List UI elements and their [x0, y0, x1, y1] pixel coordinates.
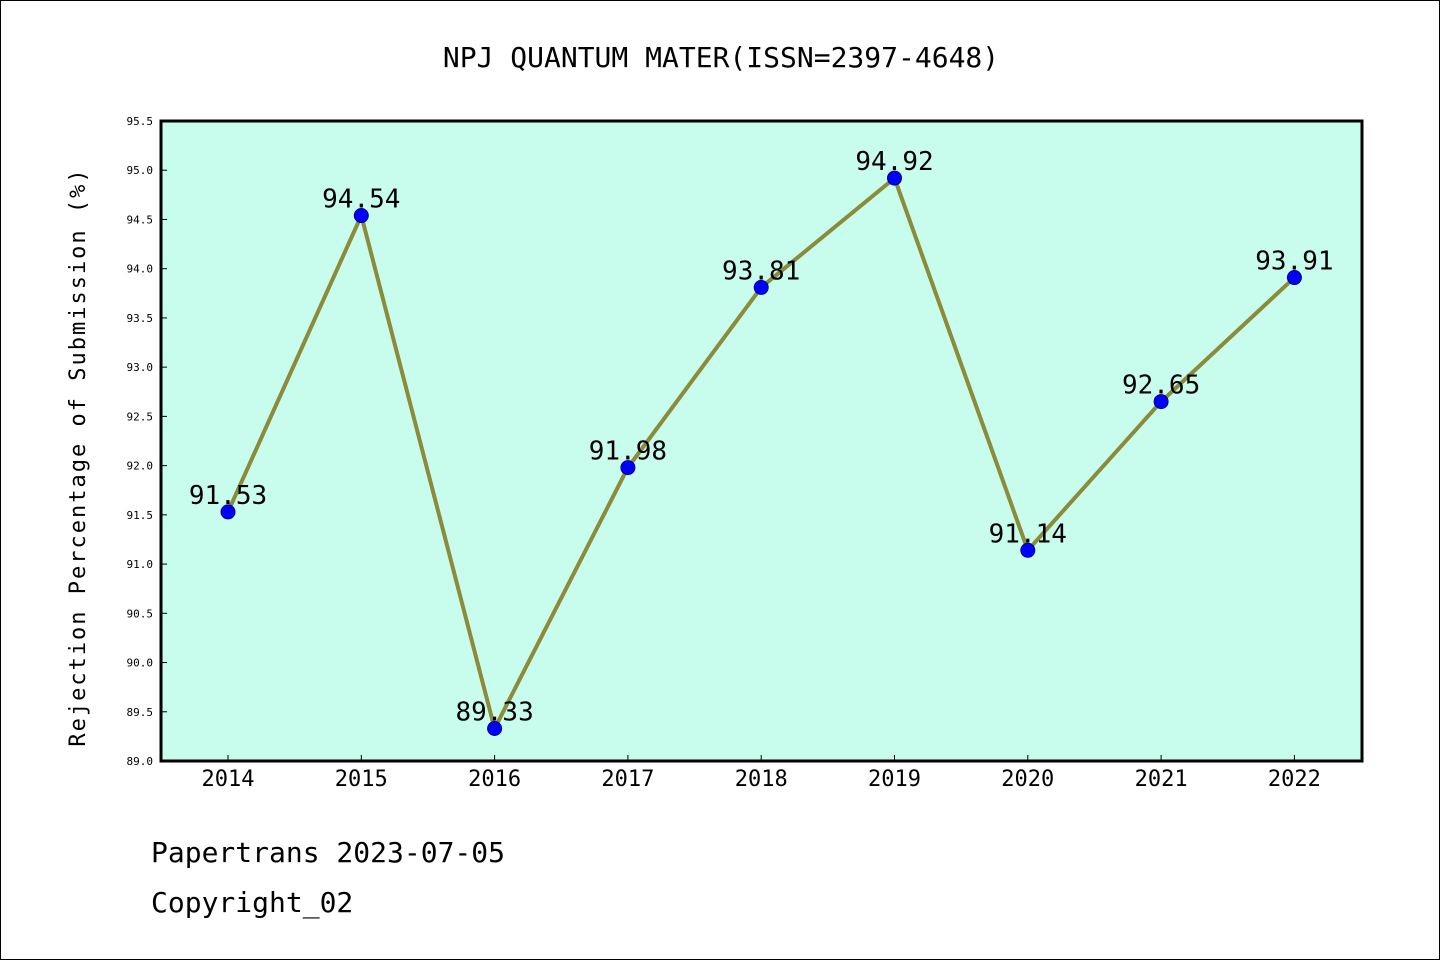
x-axis-ticks: 2014 2015 2016 2017 2018 2019 2020 2021 2022 — [202, 755, 1321, 792]
data-point — [353, 208, 369, 224]
x-tick-label: 2020 — [1001, 767, 1054, 792]
x-tick-label: 2019 — [868, 767, 921, 792]
data-point — [487, 721, 503, 737]
y-tick-label: 92.5 — [127, 410, 154, 423]
series-markers — [220, 170, 1302, 737]
x-tick-label: 2015 — [335, 767, 388, 792]
y-tick-label: 89.0 — [127, 755, 154, 768]
y-tick-label: 93.0 — [127, 361, 154, 374]
x-tick-label: 2022 — [1268, 767, 1321, 792]
data-label: 92.65 — [1122, 371, 1200, 401]
data-point — [1153, 394, 1169, 410]
x-tick-label: 2014 — [202, 767, 255, 792]
data-point — [753, 279, 769, 295]
x-tick-label: 2021 — [1135, 767, 1188, 792]
chart-title: NPJ QUANTUM MATER(ISSN=2397-4648) — [443, 41, 999, 74]
y-axis-ticks: 89.0 89.5 90.0 90.5 91.0 91.5 92.0 92.5 93.0 93.5… — [127, 115, 167, 768]
y-tick-label: 89.5 — [127, 706, 154, 719]
plot-area — [159, 119, 1364, 763]
y-axis-label: Rejection Percentage of Submission (%) — [66, 167, 91, 746]
data-label: 91.14 — [989, 519, 1067, 549]
x-tick-label: 2018 — [735, 767, 788, 792]
data-label: 91.98 — [589, 437, 667, 467]
y-tick-label: 91.0 — [127, 558, 154, 571]
x-tick-label: 2017 — [601, 767, 654, 792]
y-tick-label: 90.5 — [127, 607, 154, 620]
data-label: 91.53 — [189, 481, 267, 511]
y-tick-label: 91.5 — [127, 509, 154, 522]
y-tick-label: 95.5 — [127, 115, 154, 128]
y-tick-label: 90.0 — [127, 657, 154, 670]
data-label: 94.54 — [322, 185, 400, 215]
data-point — [220, 504, 236, 520]
data-labels: 91.53 94.54 89.33 91.98 93.81 94.92 91.14 92.65… — [189, 147, 1334, 727]
x-tick-label: 2016 — [468, 767, 521, 792]
y-tick-label: 92.0 — [127, 460, 154, 473]
y-tick-label: 93.5 — [127, 312, 154, 325]
data-label: 89.33 — [455, 698, 533, 728]
footer-date: Papertrans 2023-07-05 — [151, 836, 506, 869]
data-label: 94.92 — [855, 147, 933, 177]
y-tick-label: 95.0 — [127, 164, 154, 177]
data-point — [1020, 542, 1036, 558]
y-tick-label: 94.5 — [127, 213, 154, 226]
data-point — [1286, 270, 1302, 286]
data-label: 93.91 — [1255, 247, 1333, 277]
footer-copyright: Copyright_02 — [151, 886, 354, 919]
y-tick-label: 94.0 — [127, 263, 154, 276]
data-label: 93.81 — [722, 256, 800, 286]
data-point — [620, 460, 636, 476]
data-point — [887, 170, 902, 186]
